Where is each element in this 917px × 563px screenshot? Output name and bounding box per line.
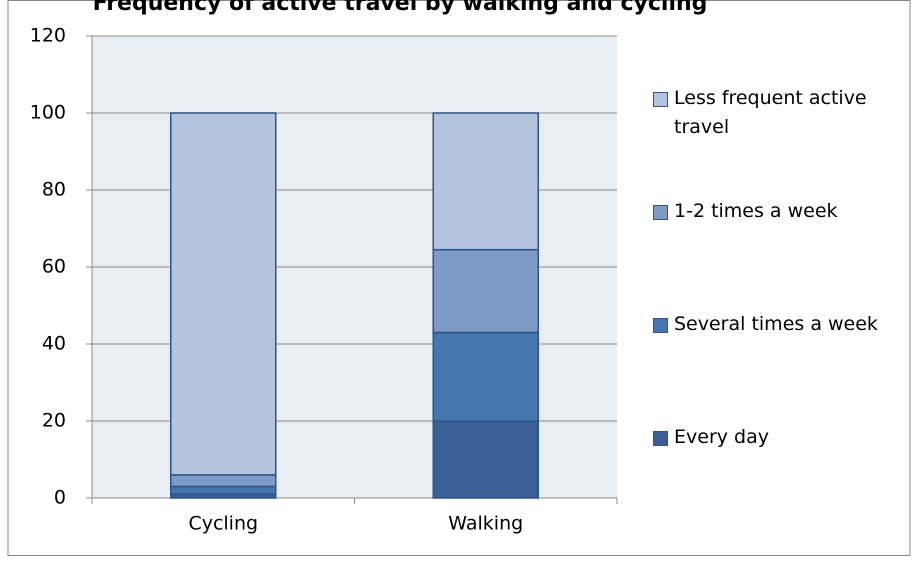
bar-segment: [432, 248, 539, 334]
legend-label: Every day: [674, 426, 769, 448]
legend-item: Less frequent active travel: [653, 84, 903, 142]
y-tick-label: 20: [42, 410, 66, 432]
y-tick-label: 100: [30, 102, 66, 124]
bar-segment: [170, 485, 277, 495]
legend-label: Less frequent active travel: [674, 87, 867, 138]
legend-label: 1-2 times a week: [674, 200, 838, 222]
legend-swatch: [653, 318, 668, 333]
legend-swatch: [653, 92, 668, 107]
legend-item: Several times a week: [653, 310, 903, 339]
bar-segment: [432, 420, 539, 499]
bar-segment: [432, 331, 539, 422]
y-tick-label: 120: [30, 25, 66, 47]
x-tick-label: Cycling: [188, 513, 258, 535]
legend-swatch: [653, 431, 668, 446]
y-tick-label: 80: [42, 179, 66, 201]
y-tick-label: 40: [42, 333, 66, 355]
legend-item: Every day: [653, 423, 903, 452]
y-tick-label: 0: [54, 487, 66, 509]
bar-segment: [432, 112, 539, 251]
legend-swatch: [653, 205, 668, 220]
bar-segment: [170, 112, 277, 476]
chart-title: Frequency of active travel by walking an…: [93, 0, 708, 16]
bar-segment: [170, 474, 277, 488]
legend-item: 1-2 times a week: [653, 197, 903, 226]
x-tick-label: Walking: [448, 513, 523, 535]
y-tick-label: 60: [42, 256, 66, 278]
legend-label: Several times a week: [674, 313, 878, 335]
